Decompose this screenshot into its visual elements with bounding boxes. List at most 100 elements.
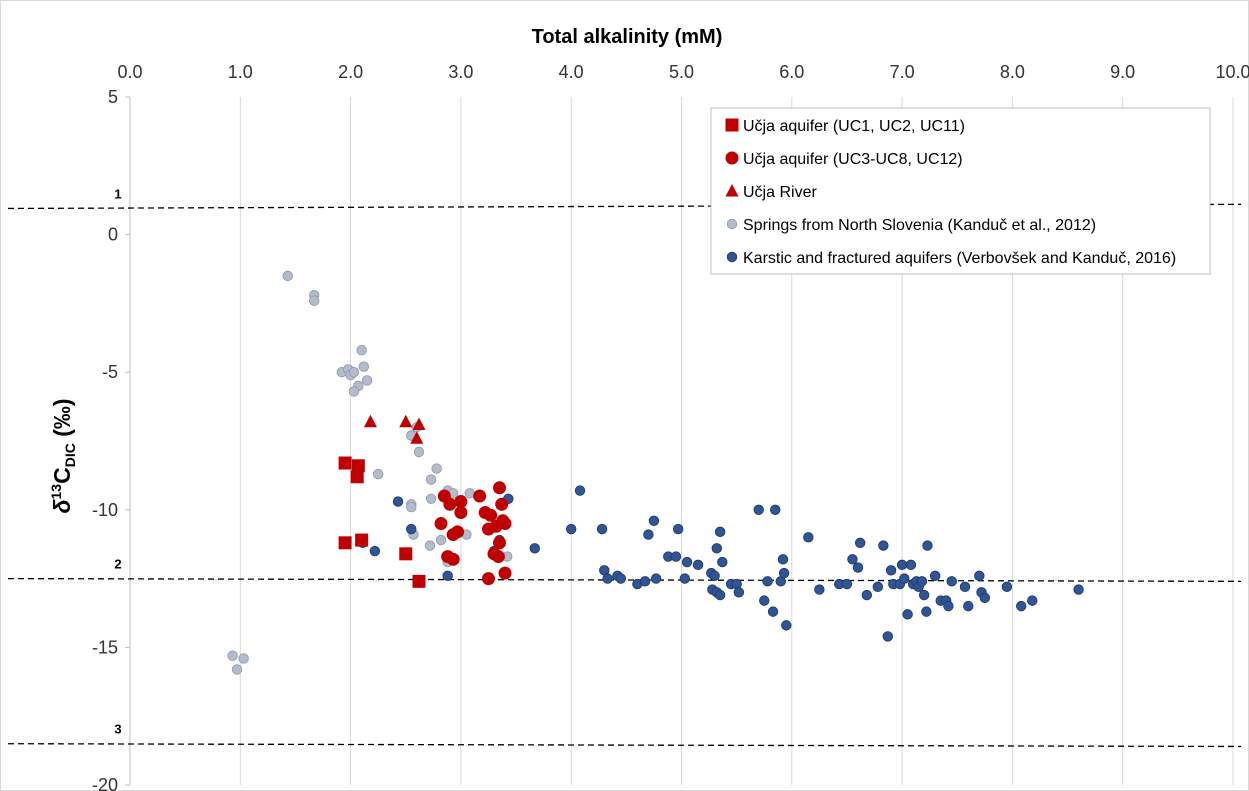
data-point-circle bbox=[238, 653, 249, 664]
data-point-circle bbox=[918, 589, 930, 601]
data-point-circle bbox=[974, 570, 985, 582]
data-point-circle bbox=[481, 572, 495, 586]
y-tick-label: 0 bbox=[108, 225, 118, 245]
data-point-circle bbox=[498, 566, 512, 580]
reference-line bbox=[7, 577, 1242, 583]
data-point-circle bbox=[566, 523, 577, 535]
data-point-circle bbox=[777, 554, 789, 565]
data-point-circle bbox=[670, 551, 682, 562]
data-point-circle bbox=[770, 504, 781, 516]
data-point-square bbox=[338, 456, 352, 470]
data-point-circle bbox=[348, 367, 360, 378]
data-point-triangle bbox=[412, 417, 426, 430]
data-point-circle bbox=[434, 517, 448, 531]
data-point-circle bbox=[905, 559, 917, 571]
y-tick-label: -5 bbox=[102, 362, 118, 382]
data-point-circle bbox=[454, 495, 468, 509]
y-tick-label: -15 bbox=[92, 637, 118, 657]
data-point-circle bbox=[442, 570, 453, 582]
data-point-circle bbox=[424, 540, 436, 551]
data-point-circle bbox=[854, 537, 866, 549]
data-point-circle bbox=[639, 576, 651, 587]
y-tick-label: -10 bbox=[92, 500, 118, 520]
x-tick-label: 7.0 bbox=[890, 62, 915, 82]
y-axis-title-unit: (‰) bbox=[49, 398, 75, 443]
data-point-circle bbox=[309, 295, 320, 306]
data-point-circle bbox=[491, 550, 505, 564]
legend-entry-label: Učja aquifer (UC1, UC2, UC11) bbox=[743, 118, 965, 135]
data-point-circle bbox=[929, 570, 941, 582]
y-axis-title-symbol: C bbox=[49, 467, 75, 484]
data-point-circle bbox=[803, 532, 814, 543]
x-tick-label: 2.0 bbox=[338, 62, 363, 82]
data-point-circle bbox=[356, 344, 367, 356]
data-point-square bbox=[412, 574, 426, 588]
data-point-circle bbox=[431, 463, 442, 474]
legend-entry-label: Učja River bbox=[743, 184, 817, 201]
data-point-circle bbox=[574, 485, 586, 496]
data-points bbox=[227, 270, 1084, 675]
data-point-circle bbox=[425, 474, 437, 485]
data-point-circle bbox=[361, 375, 373, 386]
data-point-circle bbox=[861, 589, 873, 601]
y-tick-labels: 5 0 -5 -10 -15 -20 bbox=[92, 87, 130, 791]
legend: Učja aquifer (UC1, UC2, UC11) Učja aquife… bbox=[710, 107, 1211, 275]
data-point-circle bbox=[227, 650, 238, 661]
series-points bbox=[434, 481, 512, 586]
x-axis-title: Total alkalinity (mM) bbox=[532, 26, 723, 48]
y-axis-title-subscript: DIC bbox=[62, 443, 78, 467]
data-point-circle bbox=[1073, 584, 1084, 595]
x-tick-label: 6.0 bbox=[779, 62, 804, 82]
x-tick-label: 8.0 bbox=[1000, 62, 1025, 82]
data-point-circle bbox=[692, 559, 704, 571]
data-point-circle bbox=[778, 567, 790, 579]
data-point-circle bbox=[767, 606, 779, 617]
y-tick-label: -20 bbox=[92, 775, 118, 791]
y-axis-title-delta: δ bbox=[49, 499, 75, 514]
reference-lines: 1 2 3 bbox=[7, 186, 1242, 748]
x-tick-label: 0.0 bbox=[117, 62, 142, 82]
data-point-circle bbox=[484, 508, 498, 522]
data-point-triangle bbox=[410, 431, 424, 444]
data-point-circle bbox=[852, 562, 864, 573]
data-point-circle bbox=[922, 540, 933, 551]
data-point-square bbox=[725, 118, 739, 132]
data-point-triangle bbox=[725, 184, 739, 197]
data-point-circle bbox=[841, 578, 853, 590]
data-point-circle bbox=[753, 504, 764, 516]
data-point-circle bbox=[435, 534, 447, 546]
data-point-circle bbox=[493, 536, 507, 550]
data-point-circle bbox=[899, 573, 910, 584]
data-point-square bbox=[351, 459, 365, 473]
series-points bbox=[338, 456, 426, 588]
data-point-circle bbox=[725, 151, 739, 165]
data-point-square bbox=[399, 547, 413, 561]
data-point-circle bbox=[443, 497, 457, 511]
data-point-circle bbox=[648, 515, 660, 527]
x-tick-label: 4.0 bbox=[559, 62, 584, 82]
data-point-circle bbox=[358, 361, 370, 372]
data-point-circle bbox=[916, 576, 928, 587]
data-point-circle bbox=[372, 468, 384, 480]
data-point-circle bbox=[762, 576, 773, 587]
x-tick-labels: 0.0 1.0 2.0 3.0 4.0 5.0 6.0 7.0 8.0 9.0 10.0 bbox=[117, 62, 1249, 82]
y-axis-title-superscript: 13 bbox=[48, 484, 64, 500]
data-point-circle bbox=[1027, 595, 1038, 606]
x-tick-label: 1.0 bbox=[228, 62, 253, 82]
data-point-circle bbox=[596, 523, 608, 535]
data-point-circle bbox=[714, 526, 726, 538]
data-point-circle bbox=[473, 489, 487, 503]
data-point-circle bbox=[425, 493, 437, 504]
data-point-circle bbox=[714, 589, 726, 601]
x-tick-label: 3.0 bbox=[448, 62, 473, 82]
legend-entry-label: Karstic and fractured aquifers (Verbovše… bbox=[743, 250, 1176, 267]
series-points bbox=[363, 414, 426, 444]
data-point-circle bbox=[726, 218, 738, 230]
data-point-circle bbox=[814, 584, 825, 595]
data-point-circle bbox=[878, 540, 889, 551]
data-point-triangle bbox=[363, 414, 377, 428]
data-point-circle bbox=[979, 592, 991, 604]
data-point-circle bbox=[943, 600, 954, 612]
data-point-circle bbox=[413, 446, 425, 458]
